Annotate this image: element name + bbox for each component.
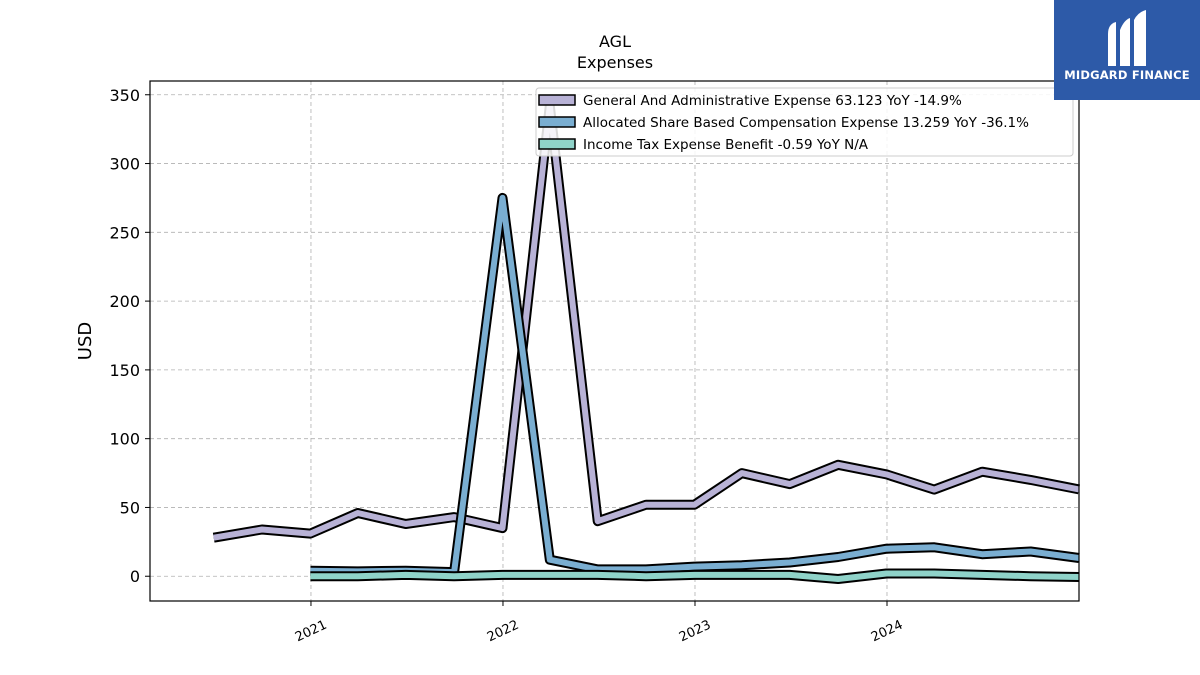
y-axis-label: USD bbox=[75, 322, 96, 360]
x-tick-label: 2021 bbox=[293, 618, 329, 646]
y-tick-label: 200 bbox=[109, 292, 140, 311]
brand-logo: MIDGARD FINANCE bbox=[1054, 0, 1200, 100]
series-outline-0 bbox=[212, 100, 1080, 543]
legend-label: General And Administrative Expense 63.12… bbox=[583, 93, 962, 109]
x-tick-label: 2022 bbox=[485, 618, 521, 646]
y-tick-label: 300 bbox=[109, 155, 140, 174]
midgard-m-logo-icon bbox=[1108, 10, 1146, 66]
legend-box bbox=[535, 87, 1074, 157]
y-tick-label: 350 bbox=[109, 86, 140, 105]
plot-frame bbox=[149, 80, 1080, 602]
legend-swatch bbox=[538, 116, 576, 128]
chart-title: AGL bbox=[599, 32, 631, 51]
y-tick-label: 150 bbox=[109, 361, 140, 380]
y-tick-label: 250 bbox=[109, 223, 140, 242]
grid bbox=[150, 81, 1079, 601]
x-tick-label: 2023 bbox=[677, 618, 713, 646]
series-line-0 bbox=[213, 102, 1080, 541]
chart-subtitle: Expenses bbox=[577, 53, 653, 72]
brand-name: MIDGARD FINANCE bbox=[1064, 68, 1190, 82]
legend-label: Income Tax Expense Benefit -0.59 YoY N/A bbox=[583, 137, 869, 153]
series-lines bbox=[212, 100, 1080, 584]
series-line-2 bbox=[310, 570, 1080, 582]
legend-swatch bbox=[538, 138, 576, 150]
x-tick-label: 2024 bbox=[869, 618, 905, 646]
y-tick-label: 50 bbox=[120, 498, 140, 517]
legend-label: Allocated Share Based Compensation Expen… bbox=[583, 115, 1029, 131]
y-tick-label: 100 bbox=[109, 430, 140, 449]
y-tick-label: 0 bbox=[130, 567, 140, 586]
legend: General And Administrative Expense 63.12… bbox=[535, 87, 1074, 157]
legend-swatch bbox=[538, 94, 576, 106]
